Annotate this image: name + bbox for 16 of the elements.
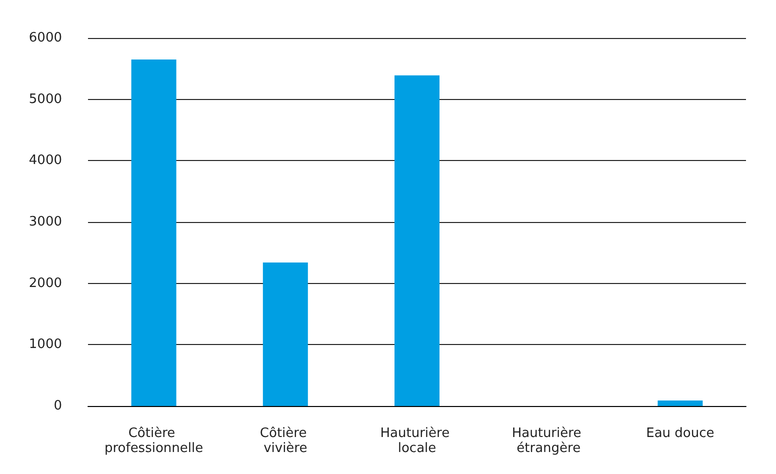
y-tick-label: 6000	[28, 30, 62, 46]
x-tick-label: Hauturière étrangère	[512, 426, 586, 456]
x-tick-label: Côtière vivière	[260, 426, 311, 456]
y-tick-label: 0	[54, 398, 62, 414]
y-tick-label: 3000	[28, 214, 62, 230]
x-tick-label: Hauturière locale	[380, 426, 454, 456]
bar	[131, 59, 176, 406]
y-tick-label: 5000	[28, 92, 62, 107]
bar	[394, 75, 440, 406]
bar	[658, 400, 703, 406]
x-tick-label: Eau douce	[646, 426, 714, 441]
y-tick-label: 4000	[28, 153, 62, 168]
bar	[262, 262, 308, 406]
x-tick-label: Côtière professionnelle	[104, 426, 204, 456]
y-tick-label: 2000	[28, 276, 62, 291]
y-tick-label: 1000	[28, 337, 62, 352]
